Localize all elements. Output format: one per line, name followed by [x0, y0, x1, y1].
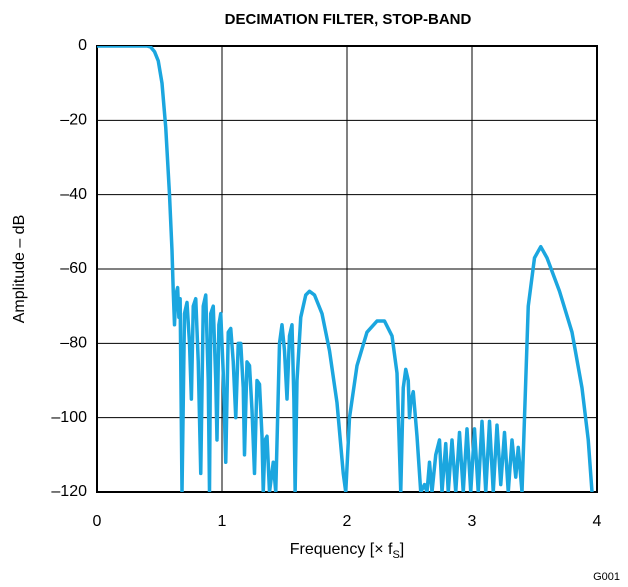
figure-id: G001: [593, 571, 620, 583]
y-tick-label: –60: [60, 260, 87, 277]
data-line: [97, 46, 594, 492]
x-axis-label-sub: S: [392, 549, 399, 561]
x-tick-label: 4: [593, 513, 602, 530]
x-tick-label: 3: [468, 513, 477, 530]
y-tick-label: –120: [51, 483, 87, 500]
x-axis-label-part: ]: [400, 541, 404, 558]
x-tick-label: 1: [218, 513, 227, 530]
x-axis-label: Frequency [× fS]: [290, 541, 405, 561]
y-tick-label: –80: [60, 335, 87, 352]
x-axis-label-part: Frequency [× f: [290, 541, 393, 558]
chart-title: DECIMATION FILTER, STOP-BAND: [225, 11, 472, 28]
y-tick-label: –40: [60, 186, 87, 203]
y-tick-label: 0: [78, 37, 87, 54]
x-tick-label: 0: [93, 513, 102, 530]
x-tick-label: 2: [343, 513, 352, 530]
y-axis-label: Amplitude – dB: [11, 215, 28, 324]
y-tick-label: –20: [60, 112, 87, 129]
y-tick-label: –100: [51, 409, 87, 426]
